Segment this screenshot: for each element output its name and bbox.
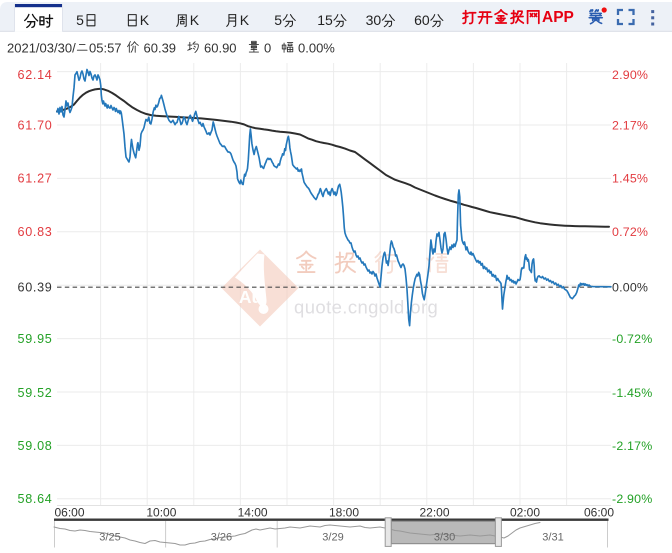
svg-text:60.39: 60.39	[144, 40, 177, 55]
svg-text:0.00%: 0.00%	[612, 280, 648, 294]
svg-text:59.95: 59.95	[17, 332, 52, 346]
svg-text:K: K	[240, 12, 250, 28]
svg-text:5: 5	[76, 12, 84, 28]
svg-text:3/29: 3/29	[322, 532, 343, 544]
svg-text:60.90: 60.90	[204, 40, 237, 55]
svg-text:3/31: 3/31	[542, 532, 563, 544]
svg-text:-2.90%: -2.90%	[612, 492, 652, 506]
svg-text:3/26: 3/26	[211, 532, 232, 544]
svg-text:10:00: 10:00	[146, 506, 176, 520]
svg-text:-0.72%: -0.72%	[612, 332, 652, 346]
svg-text:30: 30	[366, 12, 382, 28]
svg-text:Au: Au	[239, 287, 262, 307]
svg-text:APP: APP	[542, 9, 574, 26]
svg-text:5: 5	[274, 12, 282, 28]
svg-text:61.27: 61.27	[17, 172, 52, 186]
svg-text:61.70: 61.70	[17, 118, 52, 132]
svg-text:2.90%: 2.90%	[612, 68, 648, 82]
svg-text:15: 15	[317, 12, 333, 28]
svg-text:06:00: 06:00	[584, 506, 614, 520]
svg-text:60.83: 60.83	[17, 225, 52, 239]
svg-text:02:00: 02:00	[510, 506, 540, 520]
svg-text:58.64: 58.64	[17, 492, 52, 506]
svg-text:1.45%: 1.45%	[612, 172, 648, 186]
svg-text:05:57: 05:57	[89, 40, 122, 55]
svg-text:K: K	[140, 12, 150, 28]
svg-text:62.14: 62.14	[17, 68, 52, 82]
svg-text:-2.17%: -2.17%	[612, 439, 652, 453]
svg-text:22:00: 22:00	[419, 506, 449, 520]
svg-text:0: 0	[264, 40, 271, 55]
svg-text:quote.cngold.org: quote.cngold.org	[294, 297, 438, 318]
svg-text:3/30: 3/30	[434, 532, 455, 544]
svg-text:2.17%: 2.17%	[612, 118, 648, 132]
svg-text:18:00: 18:00	[329, 506, 359, 520]
svg-text:0.00%: 0.00%	[298, 40, 335, 55]
svg-text:14:00: 14:00	[238, 506, 268, 520]
svg-text:-1.45%: -1.45%	[612, 386, 652, 400]
svg-text:0.72%: 0.72%	[612, 225, 648, 239]
svg-text:2021/03/30/: 2021/03/30/	[7, 40, 76, 55]
svg-text:06:00: 06:00	[54, 506, 84, 520]
svg-text:K: K	[190, 12, 200, 28]
svg-text:59.52: 59.52	[17, 386, 52, 400]
svg-text:3/25: 3/25	[99, 532, 120, 544]
svg-text:60.39: 60.39	[17, 280, 52, 294]
svg-text:60: 60	[414, 12, 430, 28]
svg-text:59.08: 59.08	[17, 439, 52, 453]
